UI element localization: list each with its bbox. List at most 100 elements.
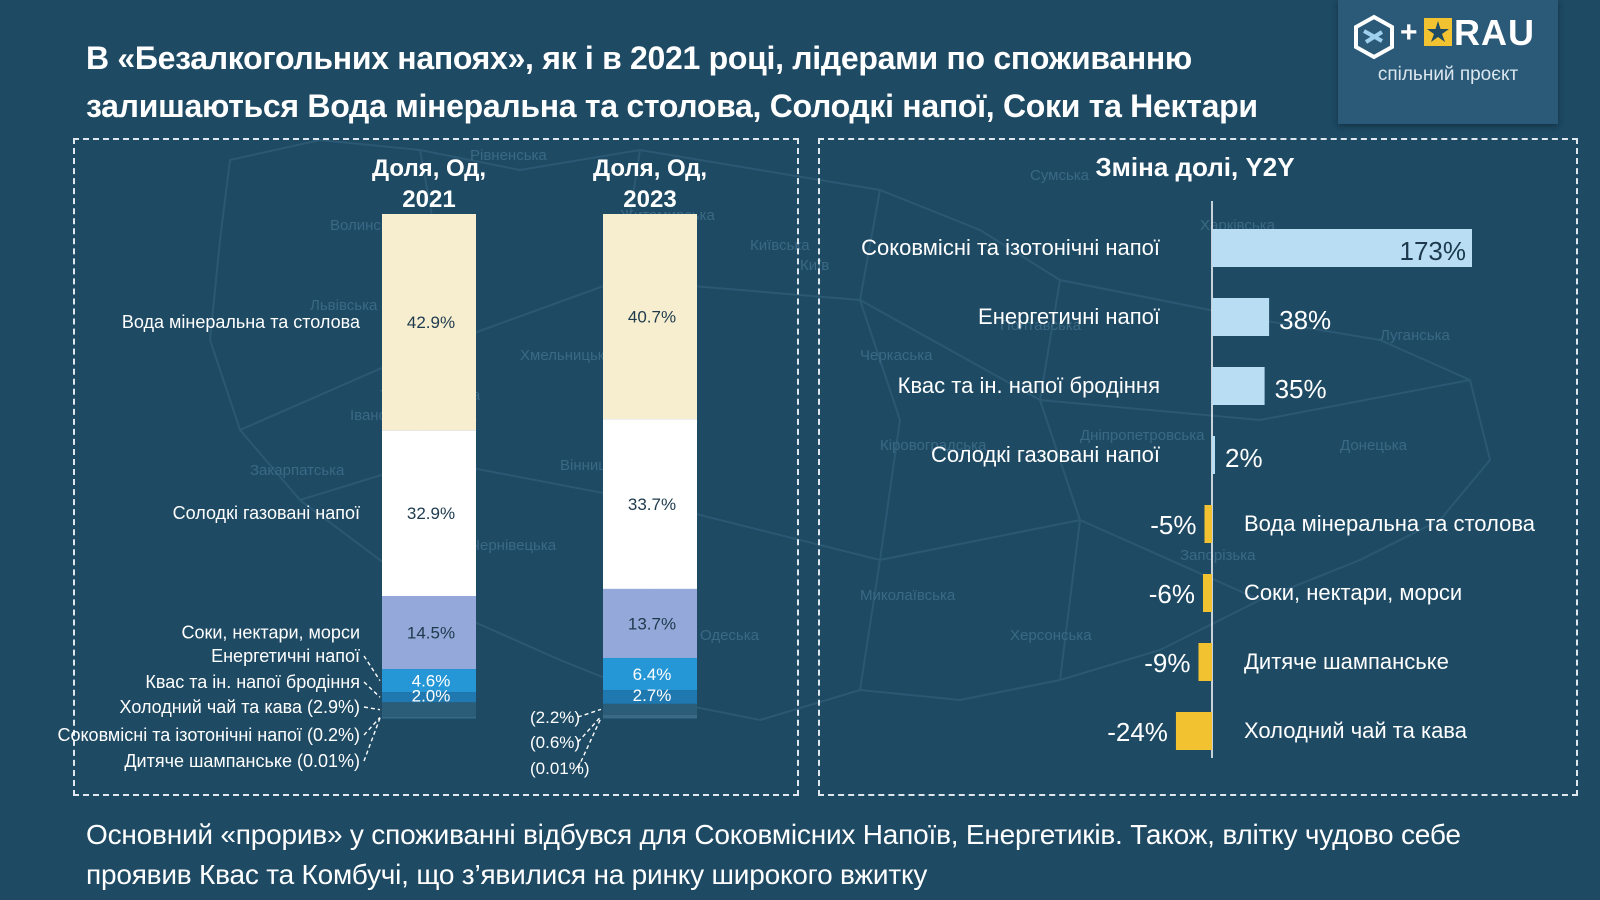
logo-subtitle: спільний проєкт [1377, 64, 1519, 85]
change-value-label: 38% [1279, 305, 1331, 335]
map-region-label: Дніпропетровська [1080, 427, 1205, 444]
map-region-label: Черкаська [860, 347, 933, 364]
bar-value-label: 2.7% [633, 686, 672, 705]
leader-line [363, 655, 381, 682]
change-value-label: 35% [1275, 374, 1327, 404]
map-region-label: Запорізька [1180, 547, 1256, 564]
leader-line [363, 716, 381, 736]
leader-line [363, 681, 381, 698]
stacked-bar-segment [382, 214, 476, 431]
logo-badge: + RAU спільний проєкт [1338, 0, 1558, 124]
change-bar [1212, 436, 1216, 474]
map-region-label: Чернівецька [470, 537, 557, 554]
series-label: Квас та ін. напої бродіння [145, 672, 360, 692]
logo-plus: + [1400, 16, 1418, 49]
bar-value-label: 13.7% [628, 614, 676, 633]
change-category-label: Холодний чай та кава [1244, 718, 1468, 743]
change-bar [1202, 574, 1212, 612]
stacked-bar-segment [382, 702, 476, 717]
change-category-label: Соки, нектари, морси [1244, 580, 1462, 605]
map-region-label: Закарпатська [250, 462, 345, 479]
stacked-bar-segment [603, 419, 697, 589]
stacked-bar-segment [603, 714, 697, 718]
change-value-label: -9% [1144, 648, 1190, 678]
change-value-label: -24% [1107, 717, 1168, 747]
bar-value-label: 6.4% [633, 665, 672, 684]
stacked-bar-segment [603, 717, 697, 719]
logo-star-icon [1424, 18, 1452, 46]
change-bar [1204, 505, 1212, 543]
map-region-label: Полтавська [1000, 317, 1082, 334]
stacked-bar-segment [603, 214, 697, 420]
map-region-label: Рівненська [470, 147, 547, 164]
leader-line [577, 717, 602, 769]
change-category-label: Вода мінеральна та столова [1244, 511, 1536, 536]
footer-line-2: проявив Квас та Комбучі, що з’явилися на… [86, 859, 928, 890]
stacked-chart-panel [73, 138, 799, 796]
stacked-bar-segment [603, 690, 697, 704]
map-region-label: Херсонська [1010, 627, 1092, 644]
series-label: Солодкі газовані напої [173, 503, 360, 523]
footer-line-1: Основний «прорив» у споживанні відбувся … [86, 819, 1461, 850]
stacked-bar-segment [603, 657, 697, 691]
stacked-bar-segment [603, 588, 697, 658]
change-value-label: 2% [1225, 443, 1263, 473]
bar-value-label: 4.6% [412, 672, 451, 691]
change-bar [1212, 298, 1270, 336]
series-label: Енергетичні напої [211, 646, 360, 666]
map-region-label: Київ [800, 257, 829, 274]
change-category-label: Соковмісні та ізотонічні напої [861, 235, 1160, 260]
series-label: Вода мінеральна та столова [122, 312, 361, 332]
change-category-label: Квас та ін. напої бродіння [898, 373, 1160, 398]
series-label: Дитяче шампанське (0.01%) [124, 751, 360, 771]
bar-value-label: 33.7% [628, 495, 676, 514]
change-bar [1175, 712, 1212, 750]
change-value-label: -6% [1149, 579, 1195, 609]
change-chart-title: Зміна долі, Y2Y [1095, 152, 1294, 182]
leader-line [577, 715, 602, 743]
map-region-label: Луганська [1380, 327, 1450, 344]
outside-value-label: (0.6%) [530, 733, 580, 752]
bar-value-label: 40.7% [628, 308, 676, 327]
bar-category-label: 2023 [623, 186, 676, 213]
bar-value-label: 42.9% [407, 313, 455, 332]
outside-value-label: (2.2%) [530, 708, 580, 727]
bar-category-label: Доля, Од, [593, 155, 707, 182]
series-label: Соковмісні та ізотонічні напої (0.2%) [57, 725, 360, 745]
change-category-label: Солодкі газовані напої [931, 442, 1160, 467]
stacked-bar-segment [382, 595, 476, 670]
stacked-bar-segment [382, 717, 476, 719]
map-region-label: Хмельницька [520, 347, 614, 364]
page-title: В «Безалкогольних напоях», як і в 2021 р… [86, 34, 1286, 130]
map-region-label: Миколаївська [860, 587, 956, 604]
stacked-bar-segment [603, 703, 697, 715]
bar-category-label: 2021 [402, 186, 455, 213]
change-bar [1212, 367, 1265, 405]
change-bar [1198, 643, 1212, 681]
leader-line [363, 706, 381, 711]
change-value-label: -5% [1150, 510, 1196, 540]
leader-line [577, 708, 602, 718]
stacked-bar-segment [382, 669, 476, 693]
change-category-label: Енергетичні напої [978, 304, 1160, 329]
map-region-label: Кіровоградська [880, 437, 987, 454]
footer-note: Основний «прорив» у споживанні відбувся … [86, 815, 1546, 895]
stacked-bar-segment [382, 716, 476, 718]
logo-brand: RAU [1454, 12, 1535, 53]
logo-hexagon-icon [1354, 14, 1394, 60]
map-region-label: Київська [750, 237, 810, 254]
bar-value-label: 2.0% [412, 686, 451, 705]
series-label: Соки, нектари, морси [181, 623, 360, 643]
stacked-bar-segment [382, 430, 476, 596]
map-region-label: Сумська [1030, 167, 1090, 184]
title-line-1: В «Безалкогольних напоях», як і в 2021 р… [86, 40, 1192, 76]
change-chart-panel [818, 138, 1578, 796]
change-value-label: 173% [1400, 236, 1467, 266]
map-region-label: Львівська [310, 297, 378, 314]
change-category-label: Дитяче шампанське [1244, 649, 1449, 674]
series-label: Холодний чай та кава (2.9%) [120, 697, 360, 717]
bar-category-label: Доля, Од, [372, 155, 486, 182]
stacked-bar-segment [382, 692, 476, 703]
leader-line [363, 717, 381, 762]
